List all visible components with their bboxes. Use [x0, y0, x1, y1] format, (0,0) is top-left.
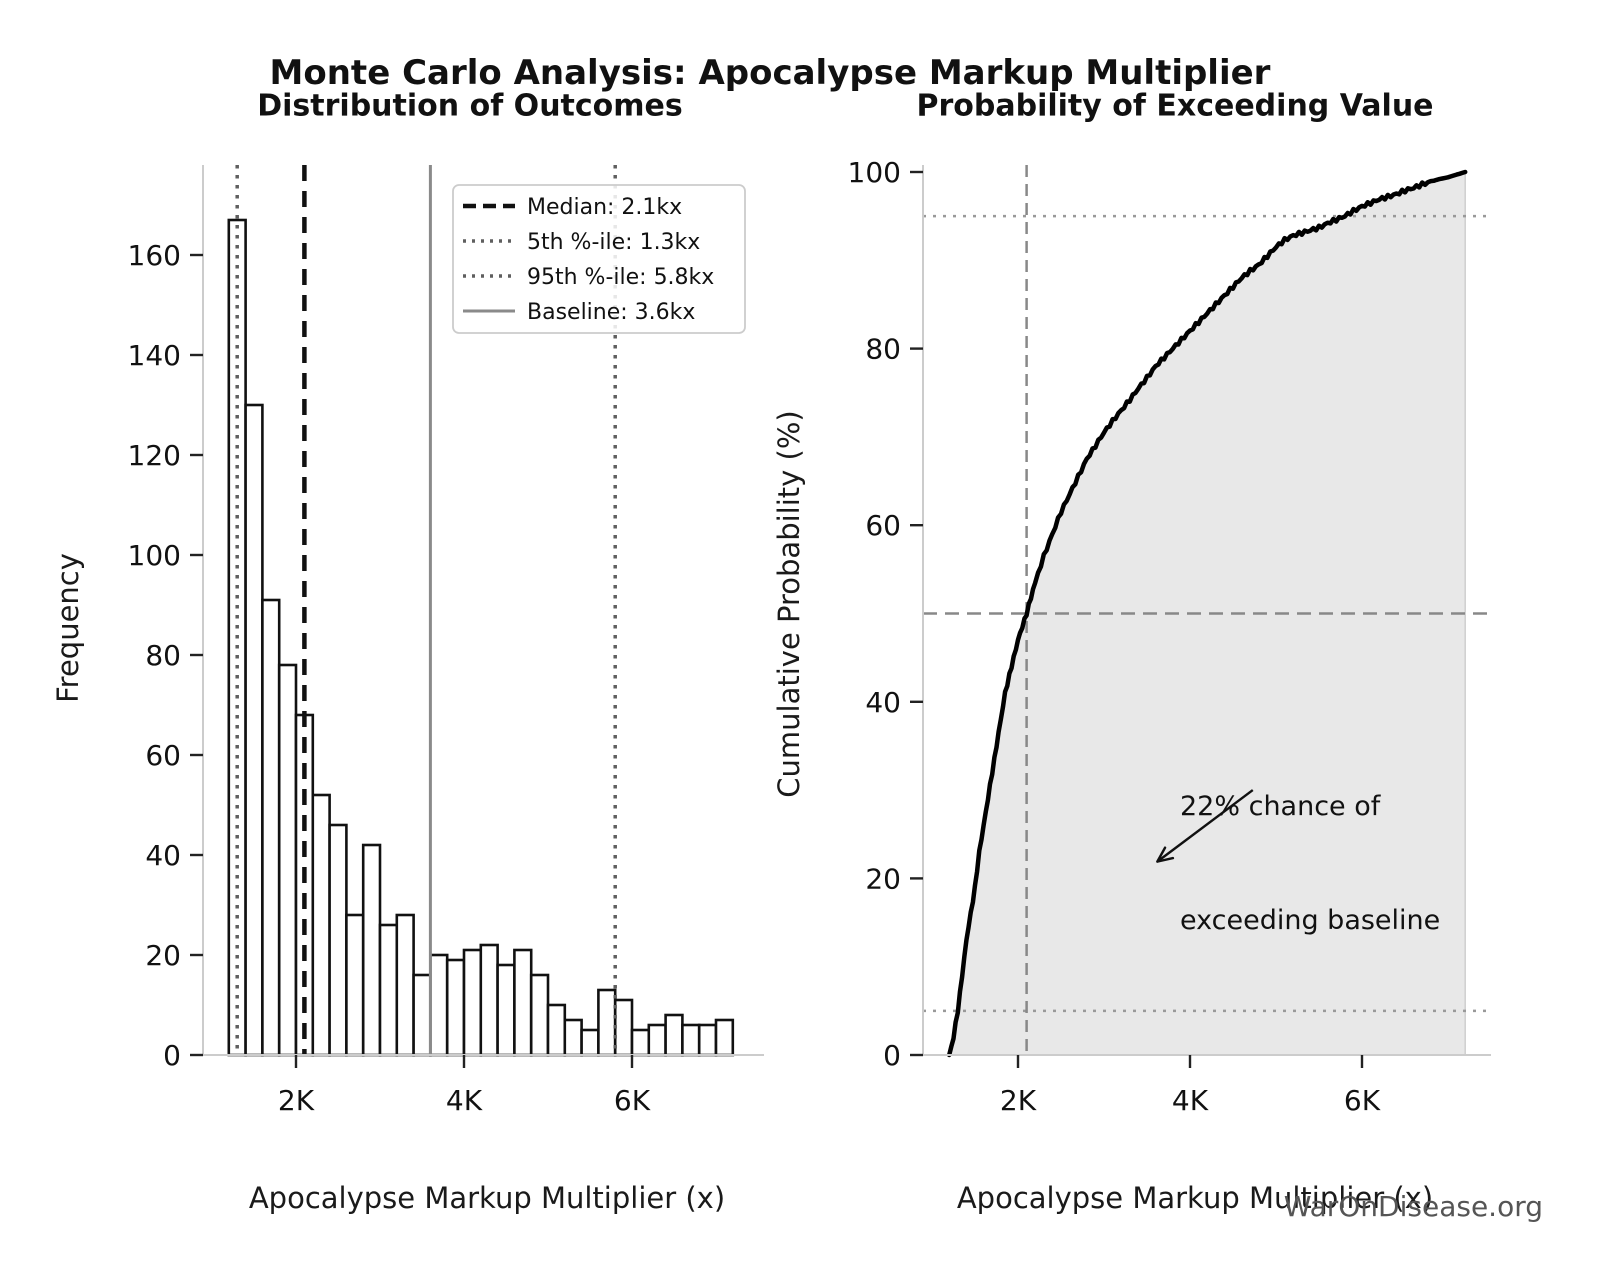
legend-label: Baseline: 3.6kx: [527, 300, 695, 325]
x-tick-label: 2K: [1000, 1084, 1037, 1117]
y-tick-label: 100: [128, 539, 181, 572]
footer-watermark: WarOnDisease.org: [1283, 1190, 1543, 1223]
y-tick-label: 160: [128, 239, 181, 272]
legend-label: 95th %-ile: 5.8kx: [527, 265, 714, 290]
y-tick-label: 80: [145, 639, 181, 672]
annotation-line-1: 22% chance of: [1180, 791, 1381, 822]
y-tick-label: 40: [865, 686, 901, 719]
legend-label: 5th %-ile: 1.3kx: [527, 230, 700, 255]
histogram-bar: [361, 843, 382, 1057]
histogram-bar: [563, 1018, 583, 1057]
cdf-curve: [946, 169, 1468, 1058]
histogram-bar: [311, 793, 331, 1057]
cdf-chart: 2K 4K 6K 0 20 40 60 80 100: [848, 156, 1491, 1117]
y-tick-label: 20: [865, 862, 901, 895]
left-chart-title: Distribution of Outcomes: [257, 88, 683, 124]
histogram-bar: [244, 403, 264, 1057]
main-title: Monte Carlo Analysis: Apocalypse Markup …: [269, 53, 1271, 93]
histogram-bar: [613, 998, 634, 1057]
left-y-axis-label: Frequency: [51, 553, 85, 703]
histogram-bar: [412, 973, 432, 1057]
y-tick-label: 60: [145, 739, 181, 772]
histogram-bar: [345, 913, 365, 1057]
legend-box: [452, 184, 746, 334]
histogram-bar: [261, 598, 281, 1057]
y-tick-label: 80: [865, 333, 901, 366]
y-tick-label: 100: [848, 156, 901, 189]
histogram-bar: [328, 823, 348, 1057]
y-tick-label: 0: [883, 1039, 901, 1072]
histogram-bar: [529, 973, 550, 1057]
histogram-bar: [630, 1028, 651, 1057]
histogram-bar: [580, 1028, 600, 1057]
annotation-line-2: exceeding baseline: [1180, 905, 1441, 936]
x-tick-label: 4K: [446, 1084, 483, 1117]
annotation-arrow-head: [1156, 846, 1175, 863]
y-tick-label: 120: [128, 439, 181, 472]
y-tick-label: 140: [128, 339, 181, 372]
y-tick-label: 20: [145, 939, 181, 972]
histogram-bar: [664, 1013, 684, 1057]
histogram-bar: [277, 663, 298, 1057]
histogram-bar: [647, 1023, 667, 1057]
left-x-axis-label: Apocalypse Markup Multiplier (x): [248, 1181, 726, 1215]
histogram-bar: [546, 1003, 567, 1057]
histogram-bar: [714, 1018, 735, 1057]
y-tick-label: 0: [163, 1039, 181, 1072]
annotation-arrow-shaft: [1156, 789, 1254, 863]
histogram-bar: [513, 948, 533, 1057]
histogram-bar: [378, 923, 399, 1057]
histogram-bar: [462, 948, 483, 1057]
histogram-bar: [681, 1023, 701, 1057]
legend-label: Median: 2.1kx: [527, 195, 682, 220]
histogram-bar: [429, 953, 449, 1057]
histogram-bar: [479, 943, 499, 1057]
x-tick-label: 6K: [614, 1084, 651, 1117]
histogram-chart: 2K 4K 6K 0 20 40 60 80 100 120 140 160 Median: 2.1kx…: [128, 165, 764, 1117]
right-chart-title: Probability of Exceeding Value: [916, 88, 1434, 124]
right-y-axis-label: Cumulative Probability (%): [772, 410, 806, 798]
histogram-bar: [395, 913, 415, 1057]
y-tick-label: 40: [145, 839, 181, 872]
y-tick-label: 60: [865, 509, 901, 542]
histogram-bars: [227, 218, 735, 1057]
x-tick-label: 2K: [278, 1084, 315, 1117]
x-tick-label: 6K: [1344, 1084, 1381, 1117]
legend: Median: 2.1kx 5th %-ile: 1.3kx 95th %-ile:…: [452, 184, 746, 334]
x-tick-label: 4K: [1172, 1084, 1209, 1117]
right-x-axis-label: Apocalypse Markup Multiplier (x): [956, 1181, 1434, 1215]
histogram-bar: [597, 988, 617, 1057]
annotation-text: 22% chance of exceeding baseline: [1180, 712, 1440, 1016]
histogram-bar: [445, 958, 466, 1057]
histogram-bar: [496, 963, 516, 1057]
histogram-bar: [697, 1023, 718, 1057]
